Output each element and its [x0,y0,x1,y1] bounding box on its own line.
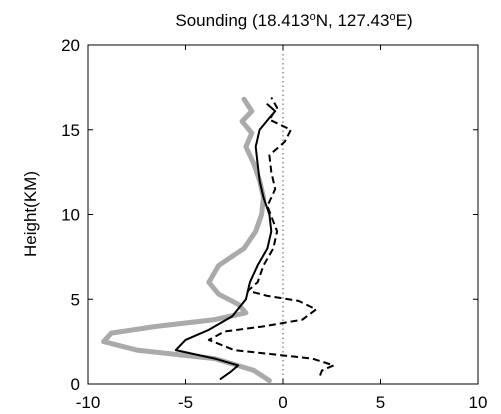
x-tick-label: 10 [469,393,488,412]
series-line-thick-gray [101,96,272,384]
x-tick-label: 0 [278,393,287,412]
y-tick-label: 0 [71,375,80,394]
y-tick-label: 10 [61,206,80,225]
series-line-dashed-black [207,97,335,376]
y-tick-label: 20 [61,36,80,55]
series-line-solid-black [174,103,277,380]
y-tick-label: 15 [61,121,80,140]
series-layer [101,96,335,384]
y-tick-labels: 0 5 10 15 20 [61,36,80,394]
x-tick-label: 5 [376,393,385,412]
y-tick-label: 5 [71,290,80,309]
x-tick-labels: -10 -5 0 5 10 [76,393,488,412]
chart-title: Sounding (18.413oN, 127.43oE) [175,11,412,30]
x-tick-label: -5 [178,393,193,412]
y-axis-label: Height(KM) [21,171,40,257]
x-tick-label: -10 [76,393,101,412]
tick-marks [87,44,479,385]
